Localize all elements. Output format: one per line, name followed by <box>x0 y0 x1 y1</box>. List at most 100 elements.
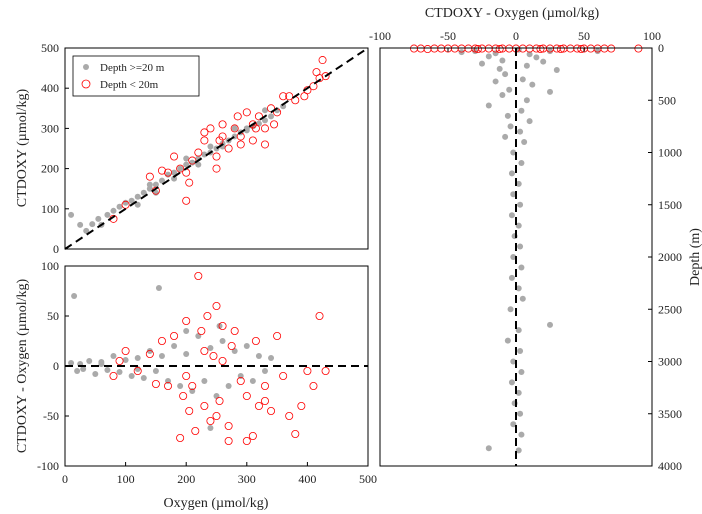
point-deep-6 <box>92 371 99 377</box>
point-deep-12 <box>140 189 147 196</box>
point-deep-0 <box>68 211 75 218</box>
x-tick-label-2: 0 <box>513 29 519 43</box>
y-tick-label-4: 2000 <box>658 250 682 264</box>
y-tick-label-1: 500 <box>658 93 676 107</box>
point-shallow-6 <box>457 44 466 53</box>
point-deep-8 <box>479 60 485 67</box>
point-deep-14 <box>492 78 499 85</box>
point-shallow-43 <box>242 436 251 445</box>
point-deep-37 <box>517 243 524 250</box>
point-deep-9 <box>110 353 117 359</box>
y-tick-label-7: 3500 <box>658 407 682 421</box>
point-deep-54 <box>510 421 517 428</box>
x-axis-label-oxygen: Oxygen (µmol/kg) <box>164 496 269 511</box>
point-shallow-19 <box>233 112 242 121</box>
y-tick-label-4: 100 <box>41 259 59 273</box>
point-deep-17 <box>155 285 162 291</box>
point-deep-30 <box>508 170 515 177</box>
point-shallow-1 <box>115 356 124 365</box>
point-shallow-3 <box>133 366 142 375</box>
point-shallow-17 <box>532 44 541 53</box>
point-deep-43 <box>183 155 190 162</box>
point-shallow-7 <box>176 164 185 173</box>
point-deep-6 <box>104 211 111 218</box>
point-deep-57 <box>515 447 522 454</box>
point-deep-32 <box>261 117 268 124</box>
point-shallow-36 <box>318 56 327 65</box>
point-deep-14 <box>140 375 147 381</box>
point-shallow-47 <box>218 356 227 365</box>
point-deep-38 <box>207 425 214 431</box>
point-deep-55 <box>518 431 525 438</box>
legend-label-deep: Depth >=20 m <box>100 62 165 74</box>
legend-marker-shallow <box>81 79 91 89</box>
point-shallow-43 <box>236 140 245 149</box>
point-deep-45 <box>231 125 238 132</box>
point-shallow-46 <box>260 381 269 390</box>
point-deep-26 <box>502 133 509 140</box>
point-shallow-19 <box>546 44 555 53</box>
point-deep-27 <box>213 393 220 399</box>
point-deep-41 <box>98 361 105 367</box>
point-deep-37 <box>171 175 178 182</box>
point-shallow-38 <box>182 196 191 205</box>
y-tick-label-6: 3000 <box>658 355 682 369</box>
point-deep-22 <box>201 151 208 158</box>
point-shallow-25 <box>260 124 269 133</box>
point-deep-2 <box>74 368 81 374</box>
point-deep-42 <box>519 295 526 302</box>
point-shallow-8 <box>182 168 191 177</box>
point-shallow-15 <box>215 136 224 145</box>
point-deep-19 <box>183 161 190 168</box>
reference-line <box>64 47 369 250</box>
point-shallow-10 <box>179 391 188 400</box>
point-shallow-10 <box>484 44 493 53</box>
x-ticks-difference-vs-depth: -100 -50 0 50 100 <box>369 29 661 52</box>
point-deep-39 <box>518 264 525 271</box>
y-axis-label-ctdoxy: CTDOXY (µmol/kg) <box>15 88 30 207</box>
point-deep-44 <box>547 321 553 328</box>
point-deep-11 <box>134 193 141 200</box>
point-shallow-7 <box>464 44 473 53</box>
point-shallow-6 <box>170 152 179 161</box>
point-shallow-15 <box>518 44 527 53</box>
point-deep-18 <box>177 165 184 172</box>
x-tick-label-4: 100 <box>643 29 661 43</box>
point-shallow-22 <box>215 396 224 405</box>
point-shallow-31 <box>495 45 504 54</box>
point-shallow-25 <box>227 341 236 350</box>
x-tick-label-5: 500 <box>359 472 377 486</box>
point-shallow-4 <box>157 166 166 175</box>
point-deep-13 <box>519 76 526 83</box>
y-tick-label-3: 300 <box>41 121 59 135</box>
point-deep-15 <box>146 348 153 354</box>
point-shallow-23 <box>218 321 227 330</box>
point-shallow-19 <box>206 416 215 425</box>
y-tick-label-2: 0 <box>53 359 59 373</box>
point-shallow-42 <box>218 120 227 129</box>
point-deep-25 <box>517 128 524 135</box>
point-deep-36 <box>261 368 268 374</box>
point-shallow-6 <box>157 336 166 345</box>
point-deep-3 <box>526 51 533 58</box>
point-deep-3 <box>89 221 96 228</box>
legend-box <box>72 55 200 97</box>
point-deep-17 <box>547 88 553 95</box>
point-deep-4 <box>80 366 87 372</box>
point-deep-46 <box>261 107 268 114</box>
point-deep-10 <box>116 369 123 375</box>
point-shallow-5 <box>151 379 160 388</box>
point-shallow-9 <box>176 433 185 442</box>
point-deep-19 <box>523 97 530 104</box>
point-deep-34 <box>249 378 256 384</box>
point-shallow-22 <box>566 44 575 53</box>
point-deep-51 <box>515 389 522 396</box>
point-shallow-35 <box>577 45 586 54</box>
panel-ctdoxy-vs-oxygen: 0 100 200 300 400 500 Depth >=20 m Depth < 20… <box>15 41 369 256</box>
point-shallow-42 <box>321 366 330 375</box>
point-deep-56 <box>485 445 492 452</box>
point-shallow-18 <box>203 311 212 320</box>
point-shallow-27 <box>600 44 609 53</box>
y-axis-label-depth: Depth (m) <box>688 228 702 286</box>
point-deep-20 <box>485 102 492 109</box>
